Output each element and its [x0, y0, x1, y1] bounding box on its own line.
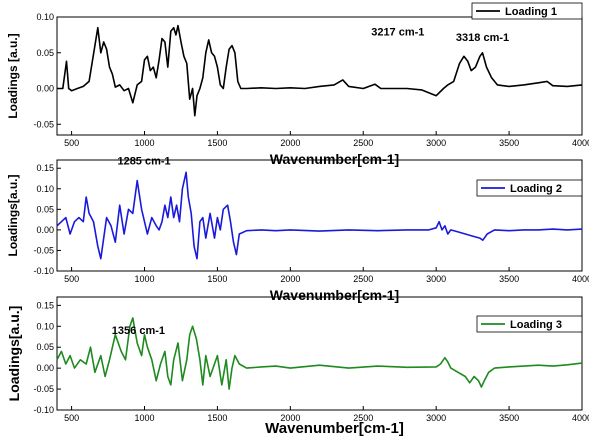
y-tick-label: 0.05: [36, 342, 54, 352]
series-line: [56, 171, 583, 260]
x-tick-label: 3500: [499, 274, 519, 284]
legend-label: Loading 1: [505, 6, 557, 18]
x-tick-label: 500: [64, 138, 79, 148]
peak-annotation: 3217 cm-1: [371, 26, 424, 38]
y-tick-label: 0.10: [36, 12, 54, 22]
x-tick-label: 3000: [426, 138, 446, 148]
y-tick-label: 0.05: [36, 48, 54, 58]
x-tick-label: 3000: [426, 274, 446, 284]
legend-label: Loading 2: [510, 183, 562, 195]
y-tick-label: 0.05: [36, 204, 54, 214]
plot-frame: [56, 16, 583, 136]
x-tick-label: 2500: [353, 413, 373, 423]
y-axis-label: Loadings[a.u.]: [6, 306, 22, 402]
y-tick-label: 0.10: [36, 184, 54, 194]
series-line: [56, 317, 583, 390]
x-tick-label: 1000: [134, 413, 154, 423]
x-tick-label: 4000: [572, 274, 589, 284]
y-tick-label: 0.15: [36, 163, 54, 173]
x-tick-label: 1500: [207, 413, 227, 423]
chart-panel-2: 500 1000 1500 2000 2500 3000 3500 4000 -0.10 -0.0…: [6, 155, 589, 303]
x-tick-label: 3500: [499, 413, 519, 423]
x-tick-label: 2500: [353, 138, 373, 148]
x-tick-label: 4000: [572, 413, 589, 423]
x-tick-label: 3500: [499, 138, 519, 148]
x-tick-label: 2500: [353, 274, 373, 284]
x-tick-label: 500: [64, 274, 79, 284]
y-tick-label: -0.05: [33, 245, 54, 255]
peak-annotation: 1356 cm-1: [112, 325, 165, 337]
chart-panel-3: 500 1000 1500 2000 2500 3000 3500 4000 -0.10 -0.0…: [6, 296, 589, 436]
x-tick-label: 4000: [572, 138, 589, 148]
x-axis-label: Wavenumber[cm-1]: [270, 287, 399, 303]
x-tick-label: 1500: [207, 274, 227, 284]
y-tick-label: 0.00: [36, 225, 54, 235]
legend-box: [476, 315, 583, 333]
x-axis-label: Wavenumber[cm-1]: [265, 420, 404, 436]
y-tick-label: 0.00: [36, 363, 54, 373]
x-tick-label: 2000: [280, 274, 300, 284]
y-tick-label: 0.15: [36, 300, 54, 310]
x-tick-label: 3000: [426, 413, 446, 423]
x-tick-label: 1000: [134, 274, 154, 284]
y-tick-label: 0.00: [36, 84, 54, 94]
plot-frame: [56, 159, 583, 272]
y-axis-label: Loadings[a.u.]: [6, 175, 20, 257]
peak-annotation: 3318 cm-1: [456, 32, 509, 44]
x-tick-label: 2000: [280, 138, 300, 148]
y-tick-label: -0.05: [33, 119, 54, 129]
y-tick-label: 0.10: [36, 321, 54, 331]
series-line: [57, 24, 583, 117]
y-tick-label: -0.10: [33, 405, 54, 415]
peak-annotation: 1285 cm-1: [117, 155, 170, 167]
x-tick-label: 1000: [134, 138, 154, 148]
chart-panel-1: 500 1000 1500 2000 2500 3000 3500 4000 -0.05 0.00…: [6, 2, 589, 167]
x-axis-label: Wavenumber[cm-1]: [270, 151, 399, 167]
y-axis-label: Loadings [a.u.]: [6, 33, 20, 118]
legend-box: [471, 2, 583, 20]
y-tick-label: -0.05: [33, 384, 54, 394]
legend-box: [476, 179, 583, 197]
legend-label: Loading 3: [510, 319, 562, 331]
x-tick-label: 500: [64, 413, 79, 423]
plot-frame: [56, 296, 583, 411]
x-tick-label: 2000: [280, 413, 300, 423]
y-tick-label: -0.10: [33, 266, 54, 276]
x-tick-label: 1500: [207, 138, 227, 148]
